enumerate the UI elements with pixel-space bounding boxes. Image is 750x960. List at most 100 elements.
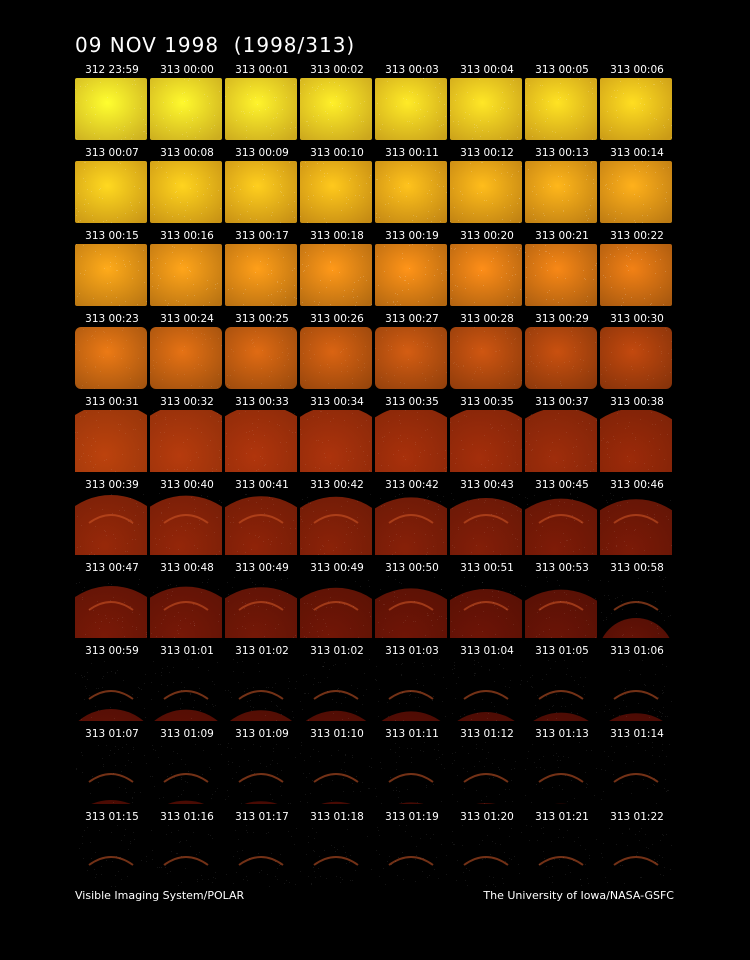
frame-timestamp: 313 00:10	[300, 147, 374, 159]
auroral-image-frame	[450, 244, 522, 306]
auroral-image-frame	[300, 742, 372, 804]
auroral-image-frame	[300, 244, 372, 306]
frame-timestamp: 313 00:48	[150, 562, 224, 574]
frame-timestamp: 313 00:32	[150, 396, 224, 408]
auroral-image-frame	[300, 659, 372, 721]
frame-timestamp: 313 00:37	[525, 396, 599, 408]
frame-timestamp: 313 00:50	[375, 562, 449, 574]
earth-disc	[300, 161, 372, 223]
earth-disc	[150, 244, 222, 306]
earth-disc	[375, 161, 447, 223]
auroral-image-frame	[300, 576, 372, 638]
frame-timestamp: 313 00:47	[75, 562, 149, 574]
frame-timestamp: 313 00:45	[525, 479, 599, 491]
footer-instrument-credit: Visible Imaging System/POLAR	[75, 889, 244, 902]
auroral-image-frame	[225, 659, 297, 721]
auroral-image-frame	[525, 576, 597, 638]
auroral-image-frame	[450, 327, 522, 389]
earth-disc	[525, 499, 597, 555]
auroral-oval	[314, 774, 358, 782]
auroral-image-frame	[375, 244, 447, 306]
auroral-image-frame	[450, 576, 522, 638]
frame-timestamp: 313 00:06	[600, 64, 674, 76]
frame-timestamp: 313 00:23	[75, 313, 149, 325]
earth-disc	[600, 327, 672, 389]
frame-timestamp: 313 00:03	[375, 64, 449, 76]
earth-disc	[450, 410, 522, 472]
auroral-image-frame	[150, 244, 222, 306]
earth-disc	[75, 800, 147, 804]
earth-disc	[450, 244, 522, 306]
earth-disc	[450, 327, 522, 389]
earth-disc	[525, 78, 597, 140]
frame-timestamp: 313 01:04	[450, 645, 524, 657]
earth-disc	[375, 802, 447, 804]
auroral-image-frame	[450, 659, 522, 721]
auroral-image-frame	[375, 161, 447, 223]
auroral-image-frame	[375, 78, 447, 140]
earth-disc	[150, 161, 222, 223]
auroral-oval	[239, 691, 283, 699]
frame-timestamp: 313 01:14	[600, 728, 674, 740]
auroral-oval	[614, 691, 658, 699]
frame-timestamp: 313 00:59	[75, 645, 149, 657]
auroral-image-frame	[225, 493, 297, 555]
auroral-oval	[314, 691, 358, 699]
auroral-oval	[539, 774, 583, 782]
frame-timestamp: 313 00:09	[225, 147, 299, 159]
earth-disc	[75, 244, 147, 306]
earth-disc	[150, 587, 222, 638]
auroral-oval	[164, 774, 208, 782]
auroral-image-frame	[450, 825, 522, 887]
auroral-image-frame	[525, 78, 597, 140]
frame-timestamp: 313 01:13	[525, 728, 599, 740]
auroral-image-frame	[375, 410, 447, 472]
earth-disc	[300, 244, 372, 306]
auroral-image-frame	[450, 410, 522, 472]
auroral-image-frame	[300, 161, 372, 223]
earth-disc	[525, 410, 597, 472]
image-grid: 312 23:59 313 00:00 313 00:01 313 00:02 313 …	[0, 0, 750, 890]
frame-timestamp: 313 01:12	[450, 728, 524, 740]
auroral-image-frame	[300, 327, 372, 389]
frame-timestamp: 313 01:09	[225, 728, 299, 740]
earth-disc	[375, 711, 447, 721]
auroral-image-frame	[525, 244, 597, 306]
frame-timestamp: 313 00:30	[600, 313, 674, 325]
earth-disc	[600, 713, 672, 721]
frame-timestamp: 313 00:20	[450, 230, 524, 242]
auroral-image-frame	[375, 576, 447, 638]
auroral-image-frame	[225, 576, 297, 638]
auroral-image-frame	[450, 493, 522, 555]
auroral-oval	[164, 857, 208, 865]
earth-disc	[300, 588, 372, 638]
frame-timestamp: 313 00:13	[525, 147, 599, 159]
frame-timestamp: 313 01:18	[300, 811, 374, 823]
frame-timestamp: 313 00:08	[150, 147, 224, 159]
earth-disc	[75, 78, 147, 140]
auroral-image-frame	[150, 493, 222, 555]
earth-disc	[150, 327, 222, 389]
auroral-image-frame	[150, 410, 222, 472]
auroral-image-frame	[75, 410, 147, 472]
auroral-image-frame	[225, 742, 297, 804]
frame-timestamp: 313 00:49	[300, 562, 374, 574]
earth-disc	[525, 590, 597, 638]
frame-timestamp: 313 01:09	[150, 728, 224, 740]
auroral-image-frame	[225, 244, 297, 306]
earth-disc	[225, 496, 297, 555]
frame-timestamp: 313 01:06	[600, 645, 674, 657]
auroral-image-frame	[600, 825, 672, 887]
auroral-image-frame	[150, 327, 222, 389]
auroral-image-frame	[600, 161, 672, 223]
earth-disc	[375, 410, 447, 472]
auroral-image-frame	[525, 161, 597, 223]
auroral-image-frame	[375, 327, 447, 389]
frame-timestamp: 313 01:16	[150, 811, 224, 823]
earth-disc	[225, 244, 297, 306]
auroral-image-frame	[525, 327, 597, 389]
frame-timestamp: 313 00:24	[150, 313, 224, 325]
frame-timestamp: 313 00:00	[150, 64, 224, 76]
earth-disc	[150, 410, 222, 472]
auroral-image-frame	[525, 742, 597, 804]
